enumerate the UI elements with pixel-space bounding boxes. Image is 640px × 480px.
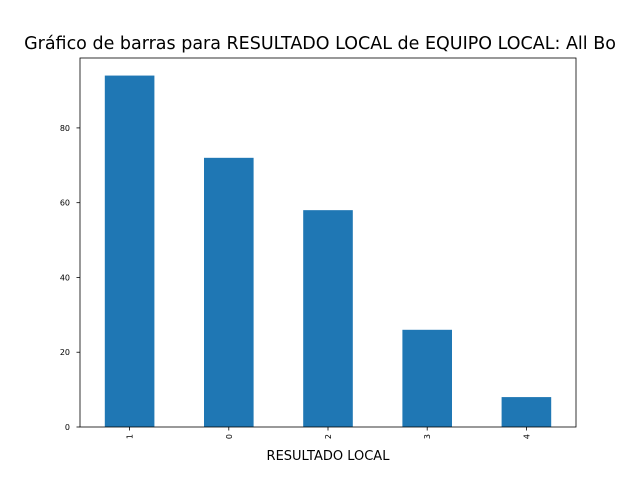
y-axis: 0 20 40 60 80 bbox=[60, 124, 80, 432]
plot-frame bbox=[79, 57, 577, 428]
x-tick-label-2: 2 bbox=[324, 434, 333, 439]
x-tick-label-3: 3 bbox=[423, 434, 432, 439]
bar-4 bbox=[501, 397, 552, 427]
x-tick-label-1: 1 bbox=[126, 434, 135, 439]
y-tick-label-40: 40 bbox=[60, 273, 70, 282]
bar-3 bbox=[402, 329, 452, 427]
x-tick-label-4: 4 bbox=[522, 434, 531, 439]
bars-group bbox=[104, 75, 552, 428]
x-tick-label-0: 0 bbox=[225, 434, 234, 439]
y-tick-label-60: 60 bbox=[60, 199, 70, 208]
bar-2 bbox=[303, 210, 353, 427]
x-axis-label: RESULTADO LOCAL bbox=[267, 449, 391, 464]
chart-title: Gráfico de barras para RESULTADO LOCAL d… bbox=[24, 34, 616, 54]
x-axis: 1 0 2 3 4 bbox=[126, 427, 531, 439]
y-tick-label-0: 0 bbox=[65, 423, 70, 432]
y-tick-label-20: 20 bbox=[60, 348, 70, 357]
bar-0 bbox=[204, 157, 254, 427]
bar-1 bbox=[104, 75, 155, 428]
y-tick-label-80: 80 bbox=[60, 124, 70, 133]
